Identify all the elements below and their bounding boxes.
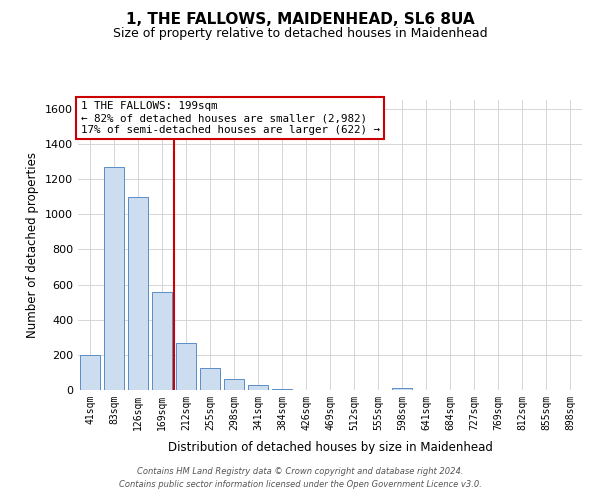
Bar [248,384,268,390]
Bar [392,388,412,390]
Bar [104,167,124,390]
Text: Contains public sector information licensed under the Open Government Licence v3: Contains public sector information licen… [119,480,481,489]
Bar [80,355,100,390]
Bar [152,292,172,390]
Bar [224,380,244,390]
Text: Contains HM Land Registry data © Crown copyright and database right 2024.: Contains HM Land Registry data © Crown c… [137,467,463,476]
Bar [200,368,220,390]
Bar [272,389,292,390]
Text: Distribution of detached houses by size in Maidenhead: Distribution of detached houses by size … [167,441,493,454]
Bar [128,196,148,390]
Text: 1, THE FALLOWS, MAIDENHEAD, SL6 8UA: 1, THE FALLOWS, MAIDENHEAD, SL6 8UA [125,12,475,28]
Text: Size of property relative to detached houses in Maidenhead: Size of property relative to detached ho… [113,28,487,40]
Y-axis label: Number of detached properties: Number of detached properties [26,152,40,338]
Bar [176,342,196,390]
Text: 1 THE FALLOWS: 199sqm
← 82% of detached houses are smaller (2,982)
17% of semi-d: 1 THE FALLOWS: 199sqm ← 82% of detached … [80,102,380,134]
